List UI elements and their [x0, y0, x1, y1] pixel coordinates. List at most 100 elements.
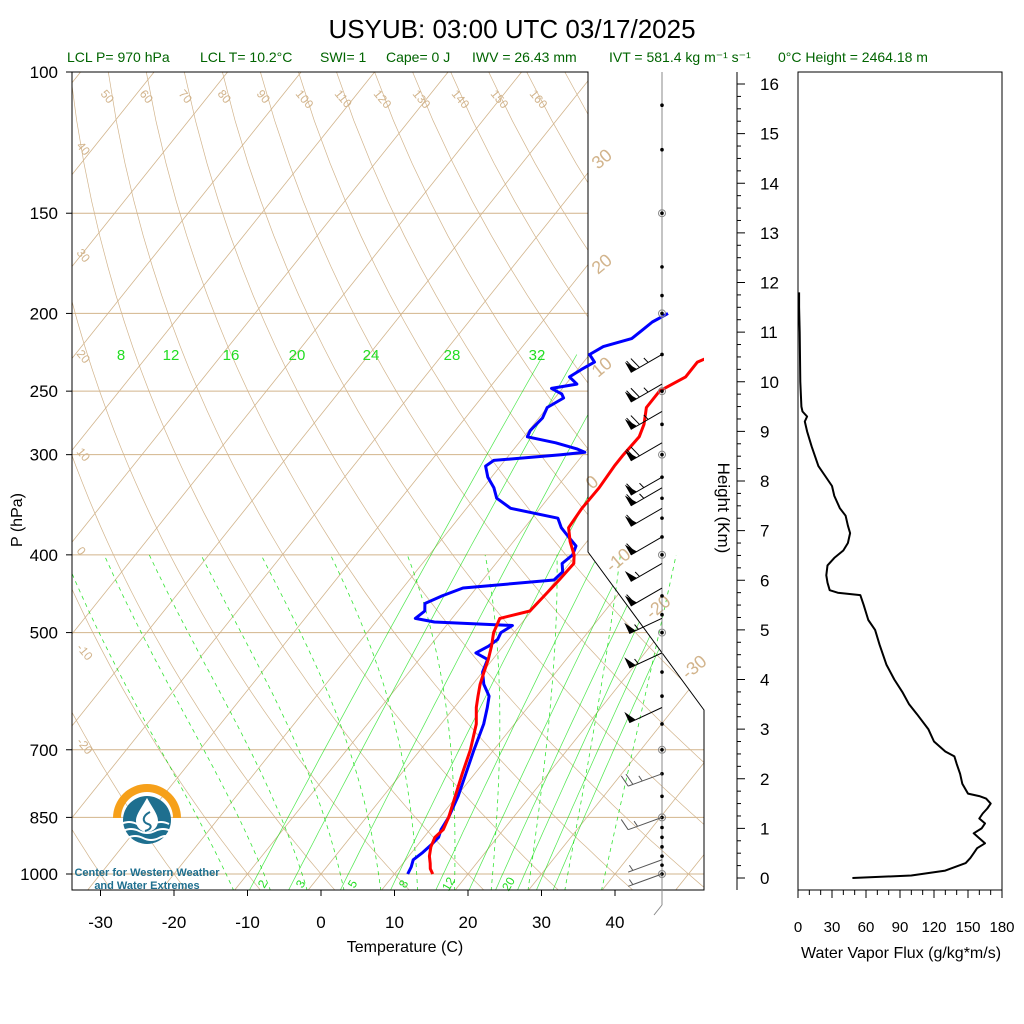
dry-adiabat-line: [640, 72, 704, 890]
wind-barb-flag: [624, 419, 637, 430]
height-tick-label: 14: [760, 174, 779, 193]
flux-x-tick-label: 30: [824, 919, 841, 936]
dry-adiabat-line: [374, 72, 704, 890]
wind-barb-full: [630, 415, 640, 425]
moist-adiabat-line: [260, 555, 382, 890]
wind-barb-flag: [624, 450, 637, 461]
dry-adiabat-line: [72, 72, 414, 890]
theta-label-left: 10: [74, 445, 94, 464]
x-tick-label: -10: [235, 913, 260, 932]
wind-barb-full: [626, 514, 636, 525]
y-tick-label: 100: [30, 63, 58, 82]
isotherm-line: [72, 72, 610, 890]
isotherm-label: 90: [254, 87, 274, 106]
y-tick-label: 150: [30, 204, 58, 223]
skew-t-grid: [72, 72, 704, 890]
wind-barb-staff: [628, 773, 663, 787]
theta-label-right: 20: [588, 250, 616, 278]
wind-level-dot: [660, 211, 664, 216]
mixing-ratio-line: [339, 354, 621, 890]
mixing-ratio-lines: [248, 354, 704, 890]
wind-barb-half: [643, 387, 649, 393]
theta-label-left: 40: [74, 139, 94, 158]
isotherm-line: [230, 72, 704, 890]
y-tick-label: 400: [30, 546, 58, 565]
isotherm-label: 50: [98, 87, 118, 106]
isotherm-label: 130: [410, 87, 434, 112]
stat-lcl-t: LCL T= 10.2°C: [200, 49, 292, 65]
flux-x-tick-label: 60: [858, 919, 875, 936]
x-tick-label: 20: [459, 913, 478, 932]
wind-staff: [620, 72, 666, 916]
wind-barb-full: [626, 594, 636, 604]
wind-level-dot: [660, 147, 664, 152]
stat-cape: Cape= 0 J: [386, 49, 450, 65]
moist-adiabat-line: [200, 555, 345, 890]
wind-barb-full: [626, 543, 636, 553]
mixing-ratio-line: [535, 354, 704, 890]
dry-adiabat-line: [602, 72, 704, 890]
wind-barb-flag: [624, 657, 636, 669]
height-tick-label: 0: [760, 869, 769, 888]
wind-barb-full: [630, 446, 640, 457]
wind-level-dot: [660, 594, 664, 598]
theta-label-right: -30: [678, 651, 711, 683]
wind-level-dot: [660, 694, 664, 698]
isotherm-label: 80: [215, 87, 235, 106]
wind-level-dot: [660, 553, 664, 557]
mixing-ratio-top-label: 20: [289, 347, 306, 364]
wind-level-dot: [660, 825, 664, 830]
isotherm-line: [451, 72, 704, 890]
dry-adiabat-line: [488, 72, 704, 890]
y-tick-label: 200: [30, 304, 58, 323]
wind-level-circle: [658, 628, 666, 637]
isotherm-line: [524, 72, 704, 890]
wind-barb-staff: [628, 859, 663, 873]
isotherm-label: 160: [527, 87, 551, 112]
wind-barb-flag: [624, 711, 636, 723]
wind-level-circle: [658, 550, 666, 559]
y-tick-label: 700: [30, 741, 58, 760]
dry-adiabat-line: [260, 72, 704, 890]
isotherm-line: [72, 72, 243, 890]
logo-swirl: [142, 811, 152, 832]
theta-label-left: 0: [74, 544, 89, 558]
mixing-ratio-top-label: 28: [444, 347, 461, 364]
wind-level-dot: [660, 747, 664, 752]
wind-barb-staff: [628, 816, 663, 831]
wind-level-circle: [658, 387, 666, 396]
wind-level-circle: [658, 209, 666, 218]
flux-y-label: Height (Km): [714, 463, 733, 554]
height-tick-label: 7: [760, 522, 769, 541]
wind-barb-flag: [624, 544, 637, 555]
stat-ivt: IVT = 581.4 kg m⁻¹ s⁻¹: [609, 49, 751, 65]
wind-level-dot: [660, 103, 664, 107]
wind-level-circle: [658, 870, 666, 878]
wind-barb-full: [626, 483, 636, 493]
y-tick-label: 850: [30, 808, 58, 827]
x-tick-label: -20: [162, 913, 187, 932]
wind-level-dot: [660, 422, 664, 427]
mixing-ratio-top-label: 24: [363, 347, 380, 364]
flux-x-tick-label: 120: [921, 919, 946, 936]
wind-barb-half: [628, 879, 634, 885]
temperature-line: [427, 357, 704, 875]
y-tick-label: 300: [30, 446, 58, 465]
y-tick-label: 500: [30, 624, 58, 643]
skew-t-background: 50 60 70 80 90 100 110 120 130 140 150 160403020100…: [72, 72, 711, 893]
flux-x-tick-label: 0: [794, 919, 802, 936]
isotherm-label: 70: [176, 87, 196, 106]
theta-label-right: -20: [642, 591, 675, 623]
wind-barb-flag: [624, 495, 637, 506]
flux-x-tick-label: 90: [892, 919, 909, 936]
wind-barb-half: [634, 658, 639, 665]
wind-barb-flag: [624, 362, 637, 373]
mixing-ratio-bottom-label: 5: [345, 877, 361, 890]
isotherm-label: 110: [332, 87, 355, 111]
logo-text-line1: Center for Western Weather: [74, 867, 220, 879]
y-tick-label: 1000: [20, 865, 58, 884]
x-tick-label: -30: [88, 913, 113, 932]
mixing-ratio-top-label: 8: [117, 347, 125, 364]
height-tick-label: 5: [760, 621, 769, 640]
